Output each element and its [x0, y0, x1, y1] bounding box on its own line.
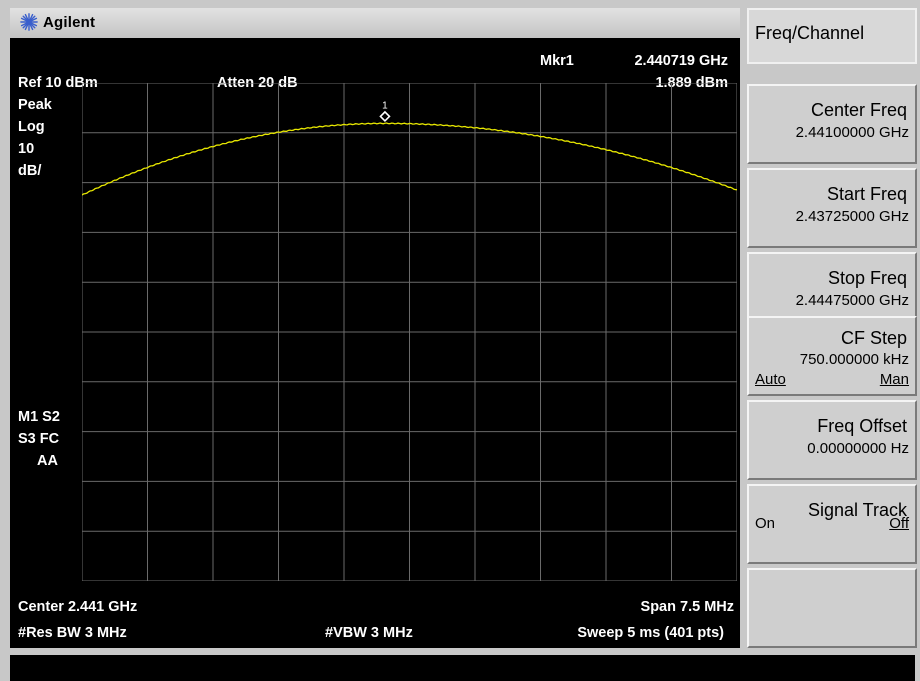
graticule-grid [82, 83, 737, 581]
softkey-label: Start Freq [826, 184, 907, 204]
brand-logo: Agilent [20, 13, 95, 31]
softkey-value: 750.000000 kHz [799, 351, 909, 368]
video-bandwidth: #VBW 3 MHz [325, 625, 413, 641]
resolution-bandwidth: #Res BW 3 MHz [18, 625, 127, 641]
scale-type: Log [18, 119, 45, 135]
status-bar [10, 655, 915, 681]
agilent-spark-icon [20, 13, 38, 31]
status-line-3: AA [37, 453, 58, 469]
start-freq-softkey[interactable]: Start Freq 2.43725000 GHz [747, 168, 917, 248]
marker-1-label: 1 [382, 100, 388, 111]
softkey-label: Center Freq [810, 100, 907, 120]
signal-track-softkey[interactable]: Signal Track On Off [747, 484, 917, 564]
signal-track-on-option[interactable]: On [755, 515, 776, 532]
softkey-label: Freq Offset [817, 416, 907, 436]
freq-offset-softkey[interactable]: Freq Offset 0.00000000 Hz [747, 400, 917, 480]
span-annotation: Span 7.5 MHz [640, 599, 734, 615]
spectrum-display: Mkr1 2.440719 GHz Ref 10 dBm Atten 20 dB… [10, 38, 740, 648]
softkey-value: 0.00000000 Hz [807, 440, 909, 457]
cf-step-auto-option[interactable]: Auto [755, 371, 786, 388]
menu-title: Freq/Channel [747, 8, 917, 64]
title-bar: Agilent [10, 8, 740, 38]
cf-step-man-option[interactable]: Man [879, 371, 909, 388]
marker-readout-label: Mkr1 [540, 53, 574, 69]
scale-unit: dB/ [18, 163, 42, 179]
detector-mode: Peak [18, 97, 52, 113]
softkey-value: 2.43725000 GHz [795, 208, 909, 225]
softkey-label: Signal Track [807, 500, 907, 520]
status-line-1: M1 S2 [18, 409, 60, 425]
signal-track-off-option[interactable]: Off [889, 515, 909, 532]
trace-line [82, 122, 737, 196]
blank-softkey[interactable] [747, 568, 917, 648]
status-line-2: S3 FC [18, 431, 60, 447]
marker-frequency: 2.440719 GHz [634, 53, 728, 69]
center-frequency-annotation: Center 2.441 GHz [18, 599, 138, 615]
cf-step-softkey[interactable]: CF Step 750.000000 kHz Auto Man [747, 316, 917, 396]
reference-level: Ref 10 dBm [18, 75, 98, 91]
center-freq-softkey[interactable]: Center Freq 2.44100000 GHz [747, 84, 917, 164]
marker-1-diamond [379, 110, 391, 123]
brand-name: Agilent [43, 13, 96, 31]
sweep-time: Sweep 5 ms (401 pts) [577, 625, 724, 641]
softkey-value: 2.44475000 GHz [795, 292, 909, 309]
graticule: 1 [82, 83, 737, 581]
softkey-label: CF Step [840, 328, 907, 348]
softkey-value: 2.44100000 GHz [795, 124, 909, 141]
softkey-label: Stop Freq [827, 268, 907, 288]
scale-value: 10 [18, 141, 35, 157]
